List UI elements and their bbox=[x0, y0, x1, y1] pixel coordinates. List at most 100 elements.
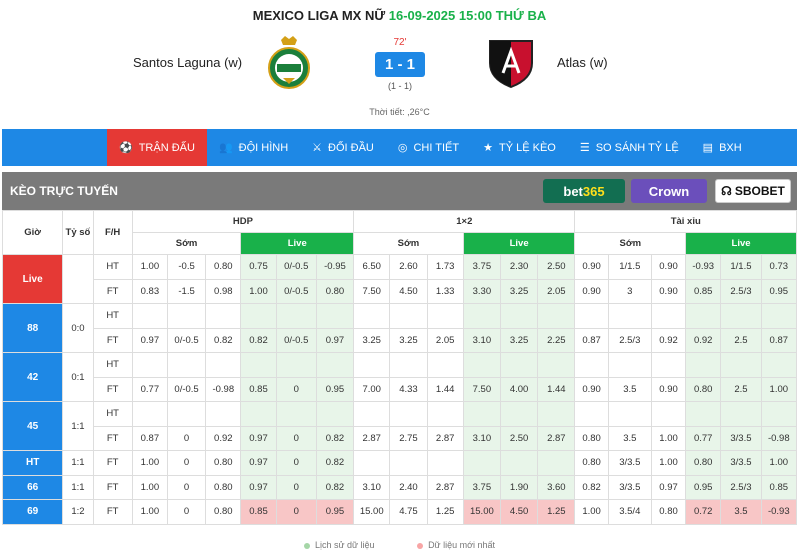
odds-cell bbox=[205, 303, 242, 329]
odds-cell: 3.25 bbox=[499, 278, 539, 304]
odds-cell: 3 bbox=[607, 278, 652, 304]
odds-cell: 0.90 bbox=[650, 254, 687, 280]
odds-cell: 0.72 bbox=[685, 499, 722, 525]
odds-cell bbox=[426, 450, 464, 476]
league-name: MEXICO LIGA MX NỮ bbox=[252, 8, 386, 23]
odds-cell: 0.80 bbox=[315, 278, 355, 304]
odds-cell: 1.00 bbox=[650, 425, 687, 451]
odds-cell bbox=[426, 303, 464, 329]
odds-cell: 0.77 bbox=[131, 376, 168, 402]
tab-star[interactable]: ★ TỶ LỆ KÈO bbox=[471, 129, 568, 166]
odds-cell bbox=[499, 450, 539, 476]
odds-cell: 0.97 bbox=[240, 474, 277, 500]
col-fh: F/H bbox=[92, 210, 133, 255]
odds-cell: 0.90 bbox=[650, 376, 687, 402]
odds-cell: 4.50 bbox=[499, 499, 539, 525]
bookmaker-crown-button[interactable]: Crown bbox=[631, 179, 707, 203]
odds-cell: 3/3.5 bbox=[607, 474, 652, 500]
list-icon: ☰ bbox=[579, 142, 590, 154]
odds-cell bbox=[574, 401, 609, 427]
odds-cell: 0.80 bbox=[685, 450, 722, 476]
odds-cell: 0.82 bbox=[240, 327, 277, 353]
odds-cell: 2.30 bbox=[499, 254, 539, 280]
odds-cell bbox=[240, 352, 277, 378]
odds-cell: 3.10 bbox=[462, 425, 501, 451]
odds-cell bbox=[499, 352, 539, 378]
odds-cell bbox=[166, 401, 207, 427]
odds-cell bbox=[389, 450, 428, 476]
odds-cell: 2.5/3 bbox=[720, 474, 762, 500]
odds-cell bbox=[537, 352, 576, 378]
tab-team[interactable]: 👥 ĐỘI HÌNH bbox=[207, 129, 300, 166]
row-fh: HT bbox=[92, 352, 133, 378]
x12-live: Live bbox=[462, 232, 576, 255]
odds-cell bbox=[650, 303, 687, 329]
odds-cell: -0.98 bbox=[760, 425, 798, 451]
odds-cell: 0.92 bbox=[650, 327, 687, 353]
odds-cell: 2.5/3 bbox=[720, 278, 762, 304]
table-row: HT 1:1 FT 1.00 0 0.80 0.97 0 0.82 0.80 3/3.5 1.00 0.… bbox=[1, 450, 798, 476]
star-icon: ★ bbox=[483, 142, 493, 154]
odds-cell: 0.97 bbox=[131, 327, 168, 353]
odds-cell: 0 bbox=[275, 474, 317, 500]
odds-cell: 2.5/3 bbox=[607, 327, 652, 353]
odds-cell bbox=[275, 401, 317, 427]
col-taixiu: Tài xỉu bbox=[574, 210, 797, 233]
x12-som: Sớm bbox=[353, 232, 464, 255]
odds-cell bbox=[607, 352, 652, 378]
odds-cell: 3/3.5 bbox=[720, 425, 762, 451]
row-score: 1:1 bbox=[62, 401, 94, 451]
odds-cell: 3.30 bbox=[462, 278, 501, 304]
odds-cell bbox=[574, 352, 609, 378]
tab-label: ĐỘI HÌNH bbox=[238, 141, 289, 154]
odds-cell: 0 bbox=[166, 474, 207, 500]
row-fh: FT bbox=[92, 474, 133, 500]
weather-info: Thời tiết: ,26°C bbox=[369, 107, 430, 117]
tab-soccer-ball[interactable]: ⚽ TRẬN ĐẤU bbox=[107, 129, 207, 166]
away-team-name[interactable]: Atlas (w) bbox=[557, 55, 608, 70]
odds-cell bbox=[353, 450, 391, 476]
bookmaker-sbobet-button[interactable]: ☊ SBOBET bbox=[715, 179, 791, 203]
odds-cell: 3.25 bbox=[499, 327, 539, 353]
tab-list[interactable]: ☰ SO SÁNH TỶ LỆ bbox=[568, 129, 691, 166]
odds-cell: 0.92 bbox=[205, 425, 242, 451]
match-minute: 72' bbox=[393, 37, 407, 48]
odds-cell: 6.50 bbox=[353, 254, 391, 280]
odds-cell: 0.97 bbox=[240, 425, 277, 451]
odds-cell bbox=[462, 450, 501, 476]
odds-cell bbox=[685, 303, 722, 329]
row-minute: 88 bbox=[1, 303, 64, 353]
odds-cell: 7.00 bbox=[353, 376, 391, 402]
odds-cell: -0.95 bbox=[315, 254, 355, 280]
odds-cell: 1/1.5 bbox=[720, 254, 762, 280]
halftime-score: (1 - 1) bbox=[387, 81, 412, 91]
home-team-name[interactable]: Santos Laguna (w) bbox=[133, 55, 243, 70]
versus-icon: ⚔ bbox=[312, 142, 323, 154]
odds-cell: 0.87 bbox=[131, 425, 168, 451]
odds-cell bbox=[499, 303, 539, 329]
odds-cell bbox=[389, 401, 428, 427]
tab-versus[interactable]: ⚔ ĐỐI ĐẦU bbox=[300, 129, 386, 166]
legend-history-dot bbox=[303, 542, 310, 549]
odds-cell: 2.87 bbox=[537, 425, 576, 451]
legend-newest-label: Dữ liệu mới nhất bbox=[428, 540, 496, 550]
soccer-ball-icon: ⚽ bbox=[119, 142, 133, 154]
tab-detail[interactable]: ◎ CHI TIẾT bbox=[386, 129, 471, 166]
odds-cell: 1/1.5 bbox=[607, 254, 652, 280]
odds-cell: 3.10 bbox=[353, 474, 391, 500]
tab-ranking[interactable]: ▤ BXH bbox=[691, 129, 754, 166]
tab-label: BXH bbox=[719, 141, 742, 154]
odds-cell bbox=[760, 303, 798, 329]
odds-section-label: KÈO TRỰC TUYẾN bbox=[10, 184, 118, 198]
table-row: FT 0.87 0 0.92 0.97 0 0.82 2.87 2.75 2.87 3.10 2.50… bbox=[3, 425, 798, 451]
odds-cell: 0 bbox=[275, 376, 317, 402]
odds-cell: 0.80 bbox=[574, 425, 609, 451]
odds-cell: 2.40 bbox=[389, 474, 428, 500]
odds-cell: 3/3.5 bbox=[607, 450, 652, 476]
bookmaker-bet365-button[interactable]: bet 365 bbox=[543, 179, 625, 203]
match-title: MEXICO LIGA MX NỮ 16-09-2025 15:00 THỨ B… bbox=[0, 8, 799, 23]
odds-cell: 0.82 bbox=[574, 474, 609, 500]
tab-label: ĐỐI ĐẦU bbox=[328, 141, 374, 154]
odds-cell bbox=[275, 303, 317, 329]
odds-cell: 1.44 bbox=[426, 376, 464, 402]
